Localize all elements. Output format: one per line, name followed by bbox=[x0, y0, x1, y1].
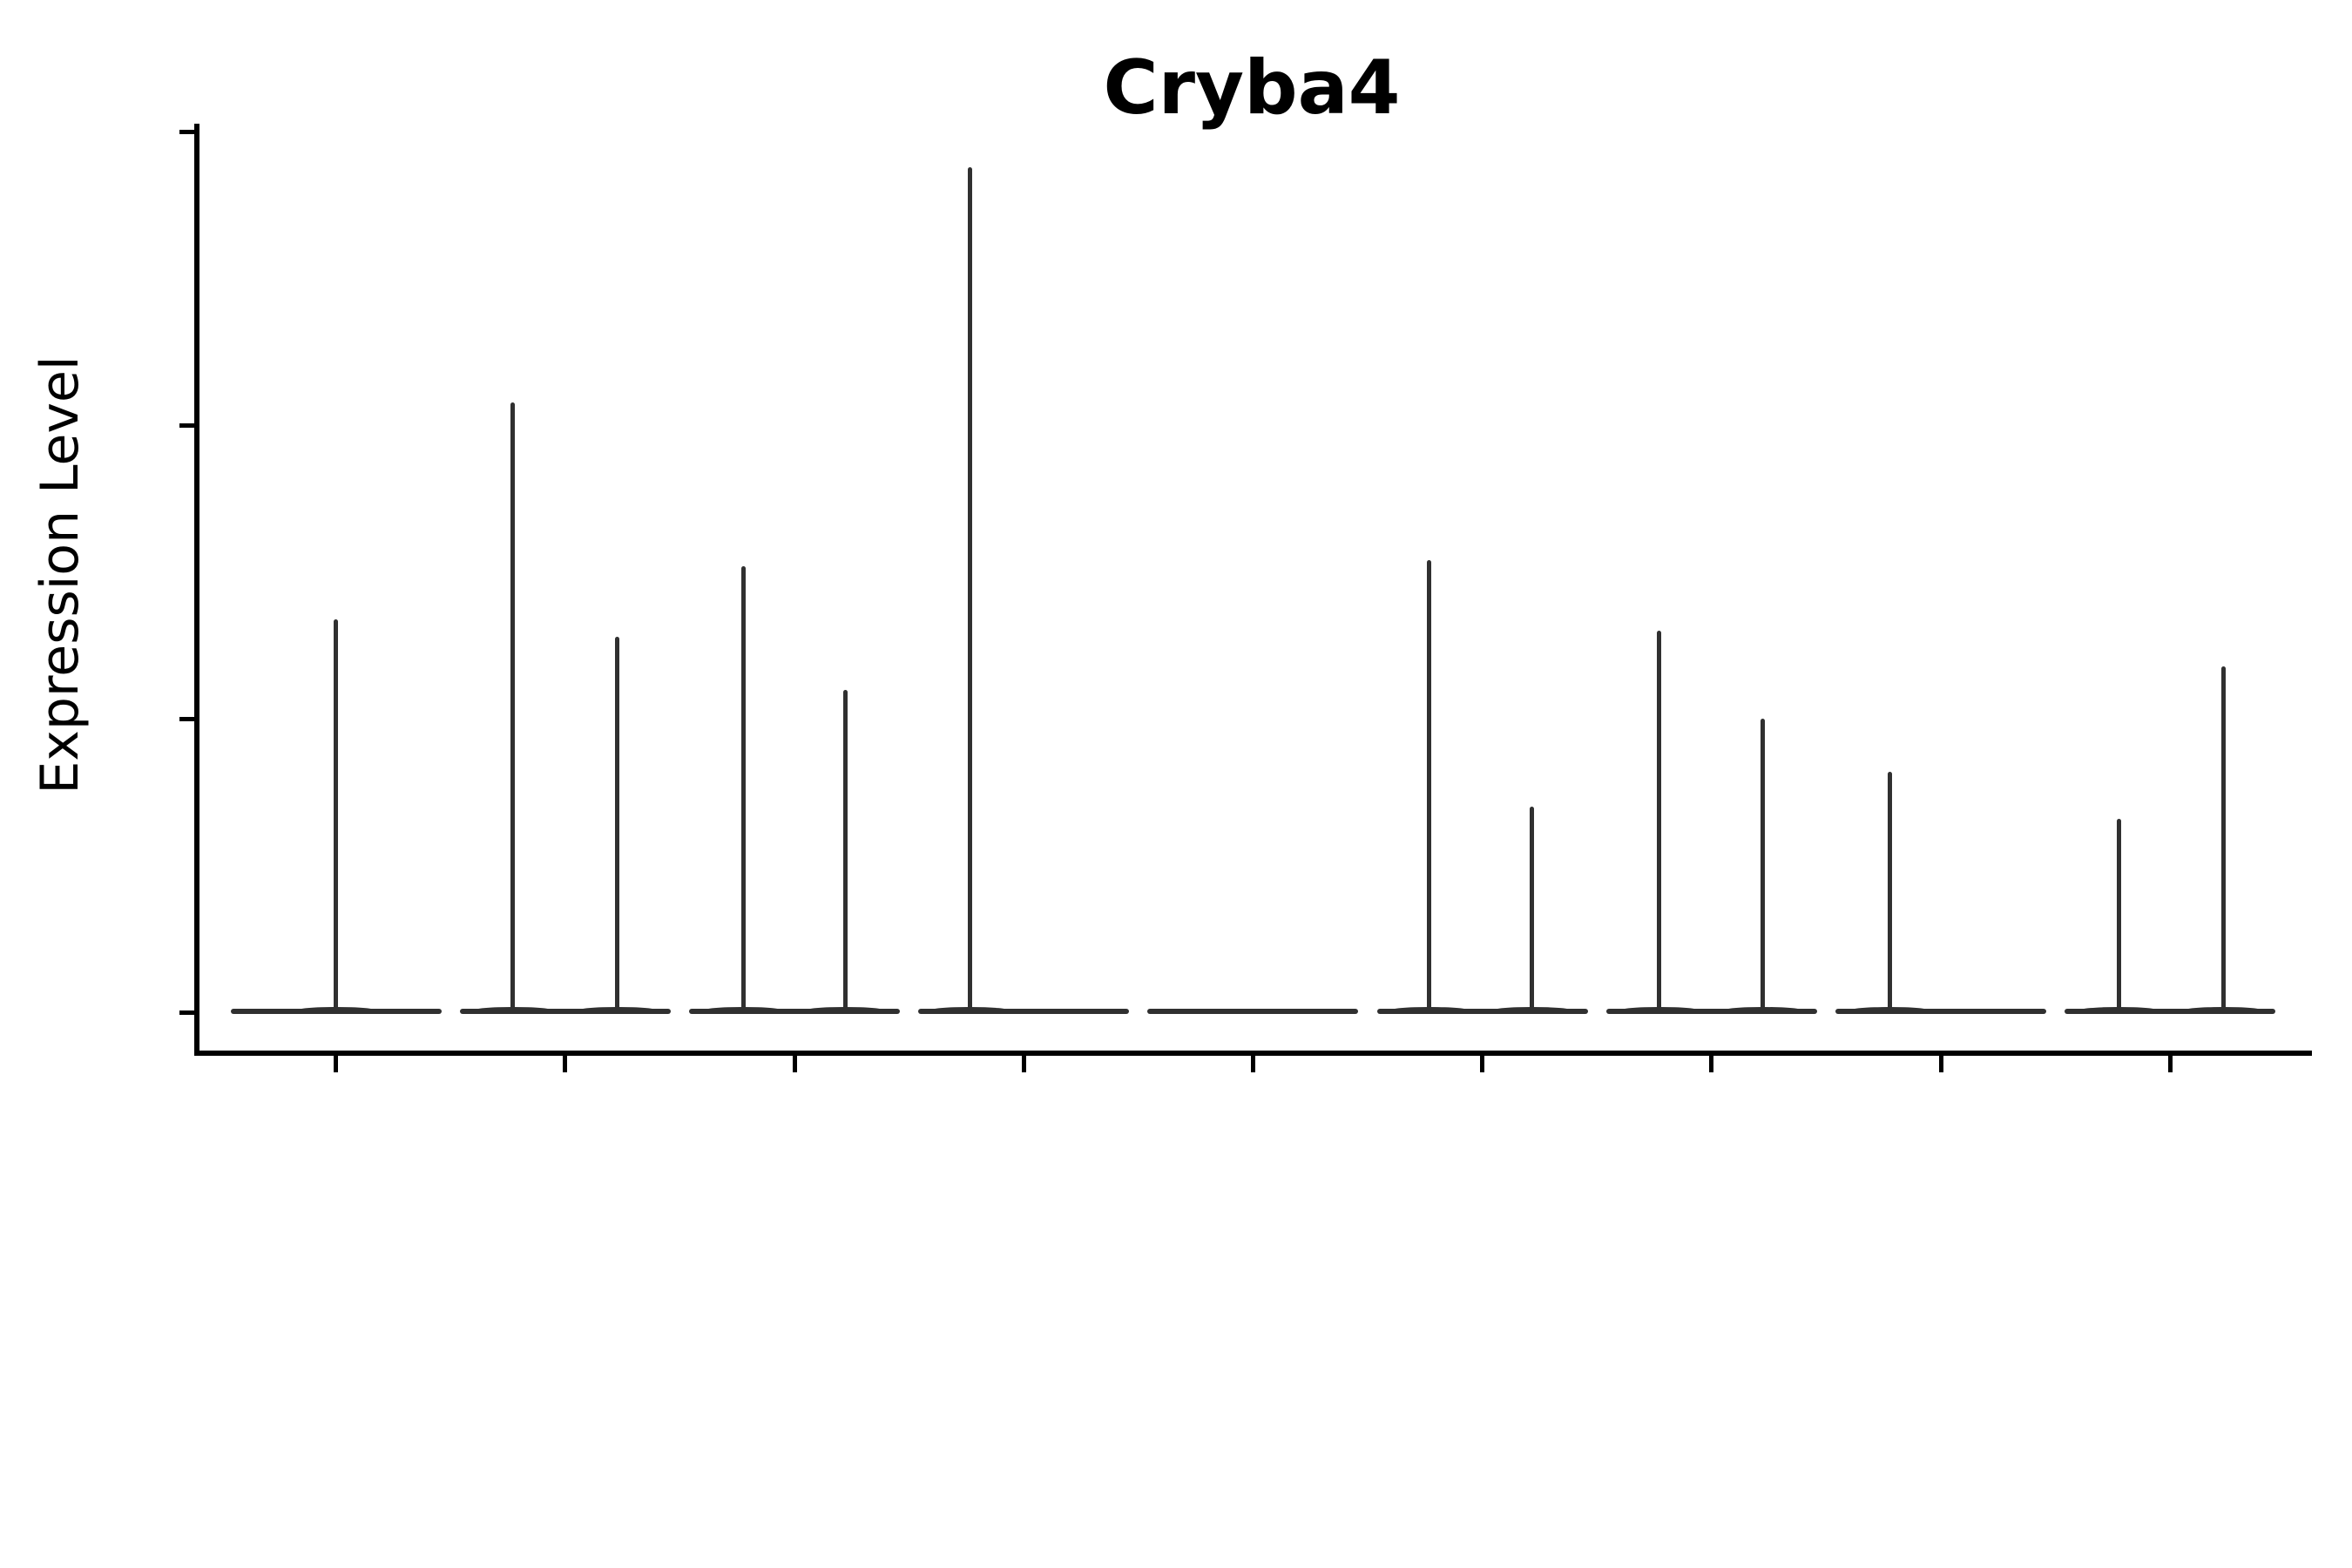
chart-title: Cryba4 bbox=[1103, 44, 1401, 132]
x-axis-spine bbox=[194, 1051, 2312, 1056]
violin-base-bulge bbox=[1849, 1007, 1930, 1014]
x-tick-mark bbox=[563, 1056, 568, 1072]
violin-zero-baseline bbox=[2065, 1009, 2276, 1014]
violin-base-bulge bbox=[703, 1007, 783, 1014]
violin-spike bbox=[1530, 807, 1535, 1010]
x-tick-mark bbox=[792, 1056, 797, 1072]
violin-spike bbox=[1427, 560, 1432, 1010]
violin-spike bbox=[2220, 666, 2226, 1010]
violin-zero-baseline bbox=[689, 1009, 900, 1014]
x-tick-mark bbox=[1480, 1056, 1485, 1072]
y-tick-mark bbox=[179, 130, 195, 135]
x-tick-mark bbox=[1250, 1056, 1255, 1072]
x-tick-mark bbox=[1709, 1056, 1714, 1072]
y-tick-mark bbox=[179, 716, 195, 721]
violin-base-bulge bbox=[805, 1007, 885, 1014]
violin-base-bulge bbox=[472, 1007, 553, 1014]
y-tick-mark bbox=[179, 1010, 195, 1015]
violin-base-bulge bbox=[1619, 1007, 1700, 1014]
violin-spike bbox=[2116, 818, 2121, 1010]
x-tick-mark bbox=[1938, 1056, 1943, 1072]
violin-spike bbox=[615, 636, 620, 1010]
violin-zero-baseline bbox=[459, 1009, 671, 1014]
violin-base-bulge bbox=[2078, 1007, 2159, 1014]
violin-zero-baseline bbox=[1605, 1009, 1817, 1014]
violin-base-bulge bbox=[577, 1007, 658, 1014]
violin-base-bulge bbox=[295, 1007, 376, 1014]
violin-spike bbox=[740, 566, 746, 1010]
violin-base-bulge bbox=[2183, 1007, 2264, 1014]
violin-base-bulge bbox=[1389, 1007, 1470, 1014]
violin-zero-baseline bbox=[1835, 1009, 2046, 1014]
violin-spike bbox=[334, 618, 339, 1010]
violin-spike bbox=[1887, 771, 1892, 1010]
y-axis-spine bbox=[194, 124, 199, 1056]
violin-base-bulge bbox=[929, 1007, 1010, 1014]
violin-spike bbox=[842, 689, 848, 1010]
x-tick-mark bbox=[334, 1056, 339, 1072]
x-tick-mark bbox=[1021, 1056, 1026, 1072]
violin-spike bbox=[1657, 631, 1662, 1010]
violin-spike bbox=[510, 402, 516, 1010]
y-tick-mark bbox=[179, 423, 195, 428]
violin-spike bbox=[967, 167, 972, 1010]
violin-zero-baseline bbox=[1376, 1009, 1588, 1014]
x-tick-mark bbox=[2167, 1056, 2173, 1072]
violin-zero-baseline bbox=[918, 1009, 1130, 1014]
violin-spike bbox=[1761, 719, 1766, 1010]
violin-base-bulge bbox=[1722, 1007, 1803, 1014]
violin-base-bulge bbox=[1491, 1007, 1572, 1014]
violin-zero-baseline bbox=[1147, 1009, 1359, 1014]
y-axis-label: Expression Level bbox=[30, 355, 91, 794]
